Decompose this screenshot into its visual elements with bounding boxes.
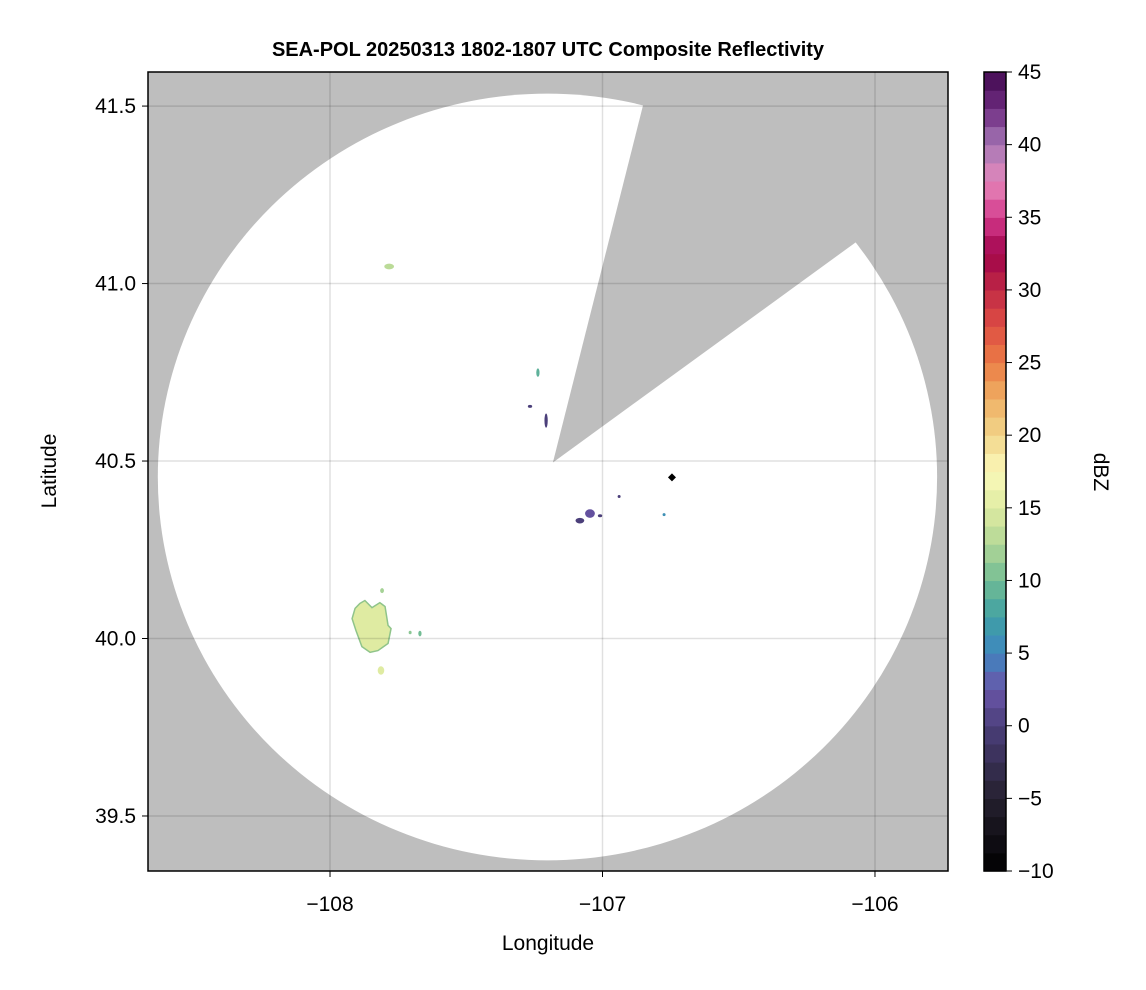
colorbar-tick-label: 25	[1018, 352, 1041, 375]
chart-title: SEA-POL 20250313 1802-1807 UTC Composite…	[272, 39, 825, 61]
colorbar-band	[984, 417, 1006, 436]
colorbar-band	[984, 108, 1006, 128]
colorbar-band	[984, 344, 1006, 364]
colorbar-band	[984, 180, 1006, 200]
colorbar-band	[984, 852, 1006, 872]
colorbar-band	[984, 489, 1006, 509]
echo-cell	[418, 630, 422, 637]
colorbar-tick-label: 45	[1018, 61, 1041, 84]
colorbar-band	[984, 780, 1006, 799]
plot-frame	[147, 71, 949, 872]
colorbar-band	[984, 235, 1006, 255]
colorbar-band	[984, 507, 1006, 527]
colorbar-band	[984, 471, 1006, 491]
colorbar-band	[984, 798, 1006, 818]
x-tick-label: −108	[306, 893, 353, 916]
colorbar-tick-label: 35	[1018, 206, 1041, 229]
y-tick-label: 40.0	[95, 628, 136, 651]
colorbar-tick-label: −10	[1018, 860, 1054, 883]
colorbar-tick-label: 40	[1018, 134, 1041, 157]
echo-cell	[527, 404, 533, 408]
colorbar-band	[984, 253, 1006, 273]
y-axis-label: Latitude	[38, 434, 61, 509]
colorbar-band	[984, 453, 1006, 473]
colorbar-band	[984, 671, 1006, 691]
radar-marker	[667, 473, 676, 482]
plot-layers	[148, 72, 948, 871]
colorbar-band	[984, 816, 1006, 836]
colorbar-band	[984, 289, 1006, 309]
x-axis-label: Longitude	[502, 932, 594, 955]
colorbar-tick-label: 5	[1018, 642, 1030, 665]
colorbar-tick-label: 10	[1018, 569, 1041, 592]
colorbar-band	[984, 199, 1006, 218]
colorbar-band	[984, 398, 1006, 418]
echo-cell	[585, 509, 595, 518]
y-tick-label: 41.5	[95, 95, 136, 118]
colorbar-tick-label: 0	[1018, 715, 1030, 738]
colorbar-band	[984, 544, 1006, 563]
colorbar-tick-label: 30	[1018, 279, 1041, 302]
colorbar-band	[984, 653, 1006, 672]
colorbar-label: dBZ	[1089, 453, 1112, 492]
axes: −108 −107 −106 39.5 40.0 40.5 41.0 41.5	[95, 71, 949, 916]
x-tick-label: −106	[851, 893, 898, 916]
echo-cell	[597, 514, 603, 518]
colorbar-band	[984, 834, 1006, 854]
echo-cell	[536, 368, 540, 377]
echo-cell	[408, 630, 412, 635]
colorbar-band	[984, 725, 1006, 745]
plot-area	[148, 72, 948, 871]
colorbar-band	[984, 326, 1006, 345]
echo-cell	[384, 263, 395, 270]
colorbar-band	[984, 634, 1006, 654]
echo-cell	[377, 666, 385, 675]
colorbar-frame	[983, 71, 1007, 872]
colorbar-band	[984, 762, 1006, 781]
colorbar-band	[984, 217, 1006, 237]
colorbar-band	[984, 707, 1006, 727]
colorbar-band	[984, 162, 1006, 182]
echo-cell	[351, 599, 392, 654]
colorbar-band	[984, 743, 1006, 763]
colorbar-band	[984, 562, 1006, 582]
colorbar-tick-label: 15	[1018, 497, 1041, 520]
x-tick-label: −107	[579, 893, 626, 916]
y-tick-label: 41.0	[95, 273, 136, 296]
y-tick-label: 40.5	[95, 450, 136, 473]
echo-cell	[617, 495, 621, 499]
colorbar-band	[984, 90, 1006, 109]
colorbar-band	[984, 271, 1006, 291]
colorbar-band	[984, 144, 1006, 164]
colorbar-band	[984, 435, 1006, 454]
blocked-sector	[552, 72, 859, 463]
colorbar: −10 −5 0 5 10 15 20 25 30 35 40 45	[983, 61, 1054, 883]
colorbar-band	[984, 380, 1006, 400]
colorbar-band	[984, 689, 1006, 709]
colorbar-band	[984, 308, 1006, 327]
colorbar-band	[984, 616, 1006, 636]
colorbar-band	[984, 580, 1006, 600]
echo-cell	[662, 513, 666, 517]
y-tick-label: 39.5	[95, 805, 136, 828]
colorbar-band	[984, 525, 1006, 545]
colorbar-band	[984, 598, 1006, 618]
colorbar-band	[984, 362, 1006, 382]
colorbar-tick-label: −5	[1018, 787, 1042, 810]
colorbar-tick-label: 20	[1018, 424, 1041, 447]
colorbar-band	[984, 126, 1006, 146]
echo-cell	[575, 517, 585, 524]
colorbar-band	[984, 72, 1006, 91]
echo-cell	[544, 413, 548, 428]
echo-cell	[380, 588, 384, 594]
